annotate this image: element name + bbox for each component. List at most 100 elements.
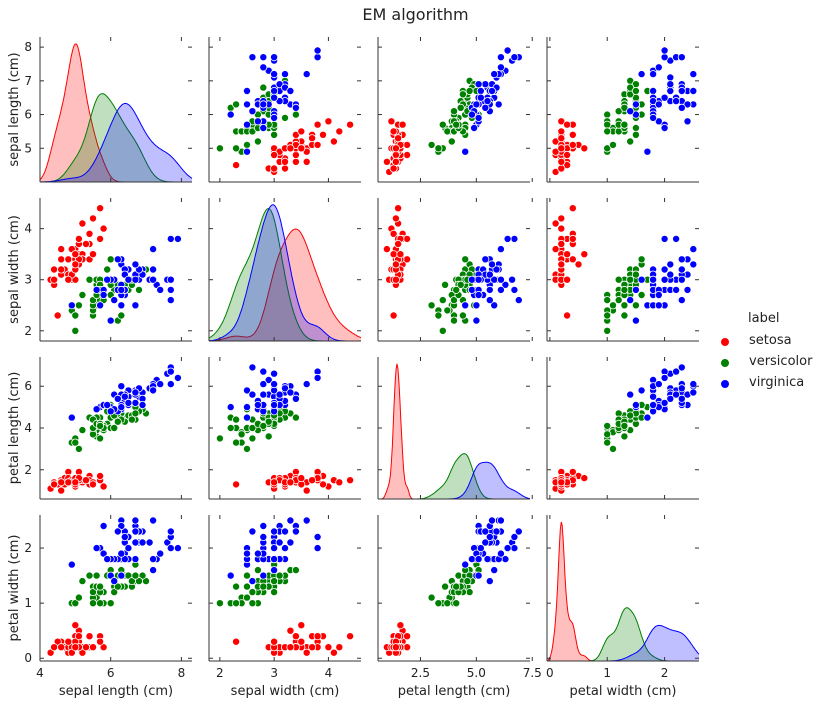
point-versicolor-41 [626,275,635,284]
point-virginica-30 [496,63,505,72]
point-virginica-42 [474,290,483,299]
point-setosa-47 [57,643,66,652]
point-virginica-41 [138,400,147,409]
point-versicolor-45 [270,588,279,597]
point-virginica-7 [501,280,510,289]
point-setosa-43 [580,144,589,153]
point-setosa-47 [57,478,66,487]
point-versicolor-22 [631,301,640,310]
point-setosa-41 [232,480,241,489]
point-setosa-45 [563,150,572,159]
legend-marker-virginica [720,379,730,389]
point-virginica-9 [689,245,698,254]
point-versicolor-12 [106,599,115,608]
kde-fill-virginica [40,103,192,182]
point-virginica-43 [280,527,289,536]
point-virginica-33 [259,571,268,580]
point-setosa-33 [391,214,400,223]
point-setosa-49 [71,478,80,487]
point-setosa-24 [403,643,412,652]
y-tick-label: 0 [24,651,32,665]
point-virginica-46 [242,549,251,558]
point-virginica-31 [660,373,669,382]
point-virginica-6 [242,413,251,422]
point-virginica-34 [248,390,257,399]
point-setosa-45 [64,275,73,284]
legend-label-virginica: virginica [749,375,805,390]
point-virginica-42 [253,400,262,409]
point-virginica-46 [242,100,251,109]
point-virginica-32 [485,285,494,294]
point-setosa-15 [346,476,355,485]
point-virginica-24 [131,538,140,547]
point-versicolor-35 [461,255,470,264]
point-virginica-22 [166,544,175,553]
x-tick-label: 4 [36,666,44,680]
point-virginica-44 [689,388,698,397]
y-axis-label-petal-length: petal length (cm) [7,372,22,485]
point-virginica-30 [156,380,165,389]
point-versicolor-48 [242,444,251,453]
point-virginica-44 [689,87,698,96]
point-versicolor-31 [89,599,98,608]
point-versicolor-42 [248,588,257,597]
point-setosa-31 [291,632,300,641]
point-setosa-37 [551,245,560,254]
point-virginica-44 [131,260,140,269]
point-versicolor-43 [232,599,241,608]
point-virginica-44 [286,87,295,96]
point-virginica-30 [654,380,663,389]
point-versicolor-9 [626,137,635,146]
x-tick-label: 7.5 [523,666,542,680]
point-setosa-49 [391,643,400,652]
point-setosa-40 [297,637,306,646]
point-versicolor-49 [452,120,461,129]
point-versicolor-34 [270,130,279,139]
point-virginica-31 [503,234,512,243]
point-setosa-45 [391,275,400,284]
point-virginica-6 [461,560,470,569]
point-virginica-34 [485,577,494,586]
point-virginica-39 [481,80,490,89]
point-versicolor-33 [253,566,262,575]
point-versicolor-23 [110,588,119,597]
point-setosa-36 [297,127,306,136]
x-axis-label-petal-width: petal width (cm) [570,684,677,699]
point-virginica-21 [92,285,101,294]
kde-fill-virginica [547,625,699,661]
point-versicolor-29 [603,120,612,129]
point-virginica-14 [99,522,108,531]
point-versicolor-43 [71,311,80,320]
point-setosa-42 [389,164,398,173]
point-versicolor-43 [603,438,612,447]
point-setosa-18 [96,637,105,646]
point-virginica-33 [631,400,640,409]
point-versicolor-10 [438,326,447,335]
point-setosa-43 [396,621,405,630]
point-virginica-6 [461,301,470,310]
panel-petal-width-vs-sepal-length: 4 6 8 0 1 2 [24,515,192,680]
point-virginica-44 [487,87,496,96]
point-virginica-22 [166,285,175,294]
point-setosa-31 [568,255,577,264]
point-virginica-49 [474,275,483,284]
point-versicolor-10 [215,599,224,608]
point-virginica-9 [496,245,505,254]
point-virginica-29 [637,275,646,284]
x-tick-label: 2 [661,666,669,680]
panel-petal-width-vs-petal-length: 2.5 5.0 7.5 [377,515,542,680]
point-setosa-15 [394,204,403,213]
point-setosa-18 [313,120,322,129]
point-virginica-0 [117,382,126,391]
point-setosa-16 [318,480,327,489]
point-versicolor-48 [242,593,251,602]
point-setosa-18 [563,120,572,129]
point-virginica-45 [270,87,279,96]
point-virginica-34 [626,390,635,399]
point-versicolor-31 [443,127,452,136]
point-setosa-16 [318,130,327,139]
point-virginica-35 [496,53,505,62]
point-versicolor-37 [458,311,467,320]
x-tick-label: 1 [603,666,611,680]
point-virginica-17 [672,234,681,243]
